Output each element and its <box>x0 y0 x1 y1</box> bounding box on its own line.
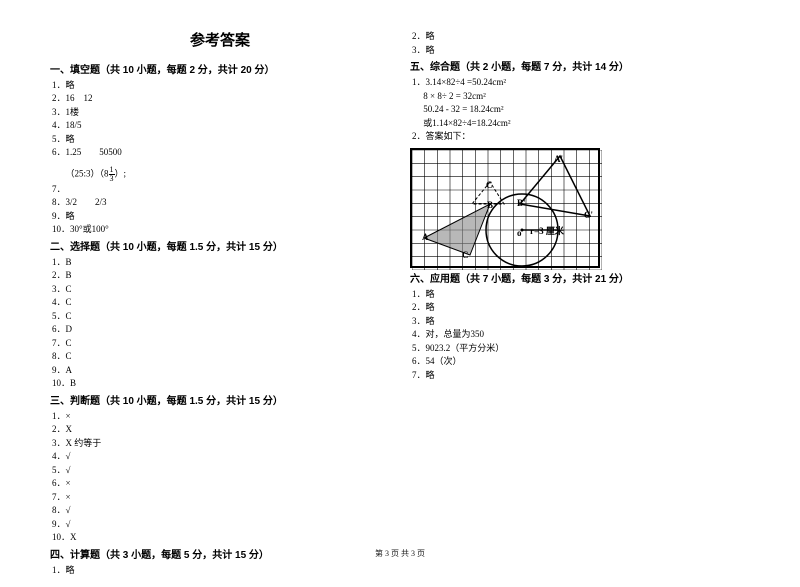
answer-item: 4．对，总量为350 <box>410 328 750 342</box>
answer-item: 2．略 <box>410 30 750 44</box>
svg-text:C': C' <box>584 210 593 220</box>
answer-item: 8．√ <box>50 504 390 518</box>
answer-item: 5．C <box>50 310 390 324</box>
svg-text:A: A <box>422 232 429 242</box>
answer-item: 3．略 <box>410 44 750 58</box>
answer-item: 7．C <box>50 337 390 351</box>
answer-item: 6．D <box>50 323 390 337</box>
answer-item: 50.24 - 32 = 18.24cm² <box>410 103 750 117</box>
geometry-figure: A'B'C'ABCCor=3 厘米 <box>410 148 600 268</box>
answer-item: 1．3.14×82÷4 =50.24cm² <box>410 76 750 90</box>
svg-text:B': B' <box>517 198 526 208</box>
item7-prefix: 7． <box>52 183 390 197</box>
answer-item: 2．答案如下： <box>410 130 750 144</box>
svg-text:B: B <box>487 200 493 210</box>
answer-item: 1．B <box>50 256 390 270</box>
item7-inner: （25:3）（8 <box>70 168 109 178</box>
answer-item: 1．略 <box>410 288 750 302</box>
triangle-abc <box>424 204 490 255</box>
svg-text:C: C <box>462 250 469 260</box>
answer-item: 4．18/5 <box>50 119 390 133</box>
answer-item: 3．1楼 <box>50 106 390 120</box>
answer-item: 6．× <box>50 477 390 491</box>
answer-item: 9．略 <box>50 210 390 224</box>
answer-item: 8．3/2 2/3 <box>50 196 390 210</box>
section-5-heading: 五、综合题（共 2 小题，每题 7 分，共计 14 分） <box>410 60 750 75</box>
answer-item: 10．30°或100° <box>50 223 390 237</box>
left-column: 参考答案 一、填空题（共 10 小题，每题 2 分，共计 20 分） 1．略 2… <box>50 30 390 577</box>
answer-item: 7．× <box>50 491 390 505</box>
svg-text:r=3 厘米: r=3 厘米 <box>530 225 565 236</box>
answer-item: 9．A <box>50 364 390 378</box>
answer-item: 1．略 <box>50 79 390 93</box>
answer-item: 3．C <box>50 283 390 297</box>
page-footer: 第 3 页 共 3 页 <box>0 548 800 559</box>
svg-text:A': A' <box>554 154 563 164</box>
answer-item: 2．16 12 <box>50 92 390 106</box>
answer-item: 8 × 8÷ 2 = 32cm² <box>410 90 750 104</box>
answer-item: 3．略 <box>410 315 750 329</box>
answer-item: 2．X <box>50 423 390 437</box>
answer-item: 6．1.25 50500 <box>50 146 390 160</box>
svg-text:C: C <box>486 180 493 190</box>
right-column: 2．略 3．略 五、综合题（共 2 小题，每题 7 分，共计 14 分） 1．3… <box>410 30 750 577</box>
answer-item: 4．C <box>50 296 390 310</box>
answer-item: 6．54（次） <box>410 355 750 369</box>
answer-item: 9．√ <box>50 518 390 532</box>
answer-item: 5．√ <box>50 464 390 478</box>
answer-item: 8．C <box>50 350 390 364</box>
answer-item: 2．略 <box>410 301 750 315</box>
answer-item: 2．B <box>50 269 390 283</box>
grid-group <box>412 150 602 270</box>
section-1-heading: 一、填空题（共 10 小题，每题 2 分，共计 20 分） <box>50 63 390 78</box>
answer-item: 7．略 <box>410 369 750 383</box>
item7-suffix: ）; <box>115 168 127 178</box>
answer-item: 3．X 约等于 <box>50 437 390 451</box>
section-3-heading: 三、判断题（共 10 小题，每题 1.5 分，共计 15 分） <box>50 394 390 409</box>
triangle-prime <box>520 156 590 216</box>
answer-item: 5．略 <box>50 133 390 147</box>
answer-item: 1．略 <box>50 564 390 578</box>
svg-text:o: o <box>517 228 522 238</box>
answer-item: 10．X <box>50 531 390 545</box>
answer-item: 1．× <box>50 410 390 424</box>
answer-item: 5．9023.2（平方分米） <box>410 342 750 356</box>
page-title: 参考答案 <box>50 30 390 53</box>
section-2-heading: 二、选择题（共 10 小题，每题 1.5 分，共计 15 分） <box>50 240 390 255</box>
answer-item-7: （25:3）（813）; 7． <box>50 166 390 197</box>
item7-text: （25:3）（8 <box>52 168 109 178</box>
section-6-heading: 六、应用题（共 7 小题，每题 3 分，共计 21 分） <box>410 272 750 287</box>
answer-item: 10．B <box>50 377 390 391</box>
figure-svg: A'B'C'ABCCor=3 厘米 <box>412 150 602 270</box>
answer-item: 或1.14×82÷4=18.24cm² <box>410 117 750 131</box>
answer-item: 4．√ <box>50 450 390 464</box>
page: 参考答案 一、填空题（共 10 小题，每题 2 分，共计 20 分） 1．略 2… <box>0 0 800 587</box>
